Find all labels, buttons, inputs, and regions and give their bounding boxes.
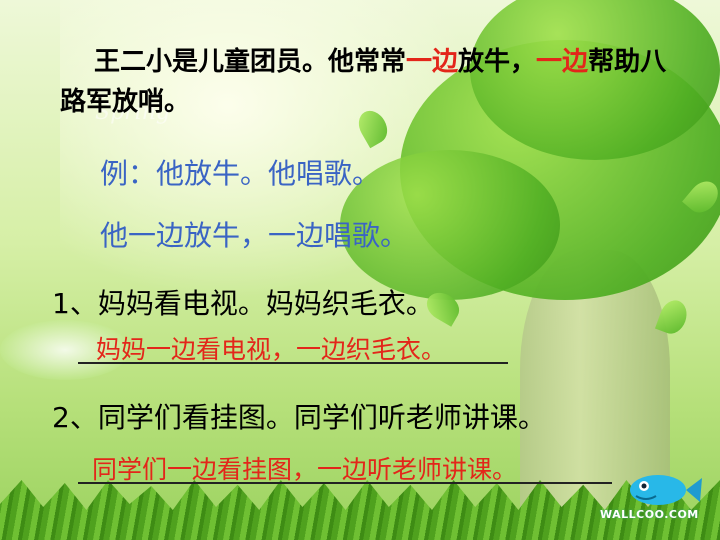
keyword-yibian: 一边 — [536, 47, 589, 77]
answer-line-2 — [78, 482, 612, 484]
cartoon-fish-icon — [630, 475, 702, 505]
answer-2: 同学们一边看挂图，一边听老师讲课。 — [92, 455, 518, 484]
wallcoo-logo-text: WALLCOO.COM — [600, 508, 699, 521]
example-line-1: 例：他放牛。他唱歌。 — [100, 157, 381, 190]
answer-1: 妈妈一边看电视，一边织毛衣。 — [96, 335, 447, 364]
answer-line-1 — [78, 362, 508, 364]
spring-watermark: Spring — [95, 100, 170, 125]
intro-paragraph: 王二小是儿童团员。他常常一边放牛，一边帮助八路军放哨。 — [60, 42, 680, 122]
intro-text: 王二小是儿童团员。他常常 — [94, 47, 407, 77]
example-line-2: 他一边放牛，一边唱歌。 — [100, 219, 409, 252]
intro-text: 帮助八路军放哨。 — [60, 47, 667, 117]
tree-canopy — [470, 0, 720, 160]
keyword-yibian: 一边 — [406, 47, 459, 77]
question-2: 2、同学们看挂图。同学们听老师讲课。 — [52, 401, 546, 434]
tree-canopy — [340, 150, 560, 300]
pond-reflection — [0, 320, 130, 380]
intro-text: 放牛， — [458, 47, 537, 77]
question-1: 1、妈妈看电视。妈妈织毛衣。 — [52, 287, 434, 320]
